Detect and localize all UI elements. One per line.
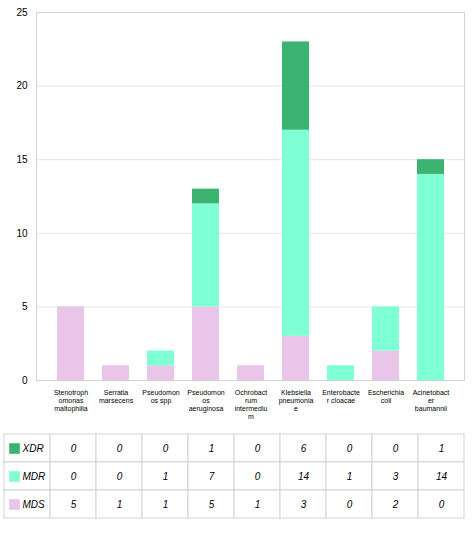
svg-text:15: 15 xyxy=(16,154,28,165)
svg-text:0: 0 xyxy=(393,443,399,454)
svg-text:1: 1 xyxy=(347,471,353,482)
svg-text:MDS: MDS xyxy=(23,499,46,510)
svg-text:2: 2 xyxy=(392,499,399,510)
svg-text:Ochrobactrumintermedium: Ochrobactrumintermedium xyxy=(235,389,268,420)
svg-text:14: 14 xyxy=(436,471,448,482)
svg-text:1: 1 xyxy=(439,443,445,454)
svg-text:5: 5 xyxy=(209,499,215,510)
svg-text:0: 0 xyxy=(347,499,353,510)
svg-text:Klebsiellapneumoniae: Klebsiellapneumoniae xyxy=(279,389,314,412)
svg-text:0: 0 xyxy=(255,471,261,482)
svg-text:10: 10 xyxy=(16,228,28,239)
svg-text:Pseudomonosaeruginosa: Pseudomonosaeruginosa xyxy=(187,389,224,413)
svg-text:Acinetobacterbaumannii: Acinetobacterbaumannii xyxy=(413,389,450,412)
svg-text:MDR: MDR xyxy=(23,471,46,482)
svg-text:5: 5 xyxy=(71,499,77,510)
svg-text:5: 5 xyxy=(22,301,28,312)
svg-text:0: 0 xyxy=(117,471,123,482)
svg-text:Pseudomonos spp: Pseudomonos spp xyxy=(142,389,179,405)
svg-text:0: 0 xyxy=(163,443,169,454)
svg-text:25: 25 xyxy=(16,7,28,18)
svg-text:Stenotrophomonasmaltophilia: Stenotrophomonasmaltophilia xyxy=(54,389,88,413)
svg-text:1: 1 xyxy=(117,499,123,510)
svg-text:XDR: XDR xyxy=(22,443,44,454)
svg-text:20: 20 xyxy=(16,80,28,91)
svg-text:1: 1 xyxy=(255,499,261,510)
svg-text:Escherichiacoli: Escherichiacoli xyxy=(368,389,404,404)
svg-text:0: 0 xyxy=(71,471,77,482)
svg-text:Enterobacter cloacae: Enterobacter cloacae xyxy=(322,389,360,404)
svg-text:0: 0 xyxy=(22,375,28,386)
svg-text:1: 1 xyxy=(209,443,215,454)
svg-text:1: 1 xyxy=(163,499,169,510)
svg-text:0: 0 xyxy=(255,443,261,454)
svg-text:0: 0 xyxy=(71,443,77,454)
svg-text:0: 0 xyxy=(347,443,353,454)
svg-text:1: 1 xyxy=(163,471,169,482)
svg-text:Serratiamarsecens: Serratiamarsecens xyxy=(99,389,134,404)
svg-text:0: 0 xyxy=(117,443,123,454)
svg-text:0: 0 xyxy=(439,499,445,510)
svg-text:3: 3 xyxy=(301,499,307,510)
svg-text:6: 6 xyxy=(301,443,307,454)
svg-text:7: 7 xyxy=(209,471,215,482)
svg-text:14: 14 xyxy=(298,471,310,482)
svg-text:3: 3 xyxy=(393,471,399,482)
